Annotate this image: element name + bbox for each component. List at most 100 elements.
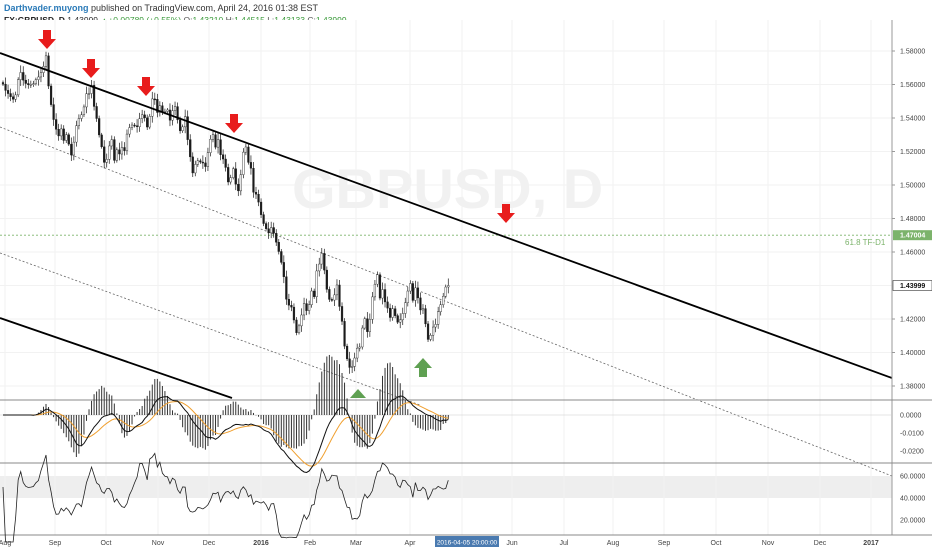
candle [12, 96, 15, 100]
candle [325, 269, 328, 290]
candle [432, 326, 435, 336]
candle [232, 168, 235, 178]
candle [330, 299, 333, 301]
x-tick-label: 2016 [253, 540, 269, 547]
candle [426, 323, 430, 340]
candle [371, 296, 374, 320]
candle [110, 139, 113, 147]
author-link[interactable]: Darthvader.muyong [4, 3, 89, 13]
candle [178, 119, 182, 131]
last-price-label-bg [892, 280, 932, 291]
candle [153, 98, 156, 101]
candle [214, 134, 217, 148]
x-tick-label: Oct [711, 540, 722, 547]
y-tick-label: 1.56000 [900, 82, 925, 89]
candle [358, 346, 361, 349]
candle [363, 318, 366, 329]
candle [92, 85, 96, 107]
x-tick-label: Aug [0, 540, 11, 547]
cursor-date-label: 2016-04-05 20:00:00 [437, 540, 498, 547]
candle [249, 162, 253, 169]
y-tick-label: 1.46000 [900, 250, 925, 257]
fib-level-label: 61.8 TF-D1 [845, 238, 886, 247]
candle [437, 311, 440, 325]
candle [429, 335, 432, 340]
candle [22, 72, 25, 81]
candle [120, 147, 124, 155]
upper-channel-line [0, 52, 893, 379]
candle [115, 149, 118, 161]
fib-price-label: 1.47004 [900, 233, 925, 240]
candle [87, 93, 91, 95]
candle [376, 274, 379, 285]
x-tick-label: Sep [658, 540, 671, 547]
candle [209, 139, 212, 153]
x-tick-label: Nov [762, 540, 775, 547]
candle [100, 134, 103, 148]
candle [118, 149, 121, 155]
candle [239, 174, 242, 192]
candle [130, 124, 134, 128]
candle [90, 85, 93, 94]
lower-channel-dashed [0, 252, 421, 406]
candle [37, 76, 40, 80]
candle [98, 118, 101, 136]
macd-line [3, 395, 449, 474]
candle [335, 284, 339, 296]
candle [199, 160, 202, 163]
candle [328, 289, 331, 300]
candle [29, 84, 32, 86]
candle [161, 105, 164, 112]
candle [323, 253, 326, 271]
candle [447, 285, 450, 288]
candle [14, 94, 17, 100]
candle [351, 366, 354, 368]
candle [80, 114, 83, 119]
candle [353, 357, 356, 367]
fib-price-label-bg [893, 230, 932, 241]
candle [292, 306, 296, 321]
candle [348, 358, 351, 368]
candle [62, 128, 65, 141]
publish-line: Darthvader.muyong published on TradingVi… [4, 3, 318, 13]
sell-arrow-icon [497, 204, 515, 223]
x-tick-label: Dec [203, 540, 216, 547]
price-axis [892, 20, 932, 535]
x-tick-label: Oct [101, 540, 112, 547]
candle [315, 270, 318, 297]
published-text: published on TradingView.com, April 24, … [91, 3, 319, 13]
candle [141, 114, 144, 119]
macd-signal-line [3, 401, 449, 467]
candle [259, 201, 263, 215]
x-tick-label: Jul [560, 540, 569, 547]
candle [277, 242, 280, 252]
candle [300, 314, 303, 327]
candle [39, 72, 43, 78]
candle [227, 167, 230, 183]
candle [196, 160, 199, 165]
candle [394, 308, 397, 316]
candle [72, 141, 75, 156]
candle [401, 313, 404, 321]
candle [222, 154, 225, 160]
candle [285, 276, 288, 300]
candle [17, 79, 20, 96]
candle [305, 303, 308, 311]
candle [173, 106, 177, 111]
candle [338, 284, 341, 307]
candle [290, 305, 293, 308]
candle [113, 139, 116, 161]
candle [34, 79, 37, 84]
candle [416, 287, 420, 299]
candle [444, 286, 447, 297]
x-tick-label: Sep [49, 540, 62, 547]
candle [399, 319, 402, 323]
candle [257, 194, 260, 203]
candle [186, 116, 189, 140]
candle [406, 290, 409, 303]
candle [67, 134, 70, 145]
sell-arrow-icon [82, 59, 100, 78]
candle [133, 124, 136, 127]
candle [52, 104, 55, 120]
